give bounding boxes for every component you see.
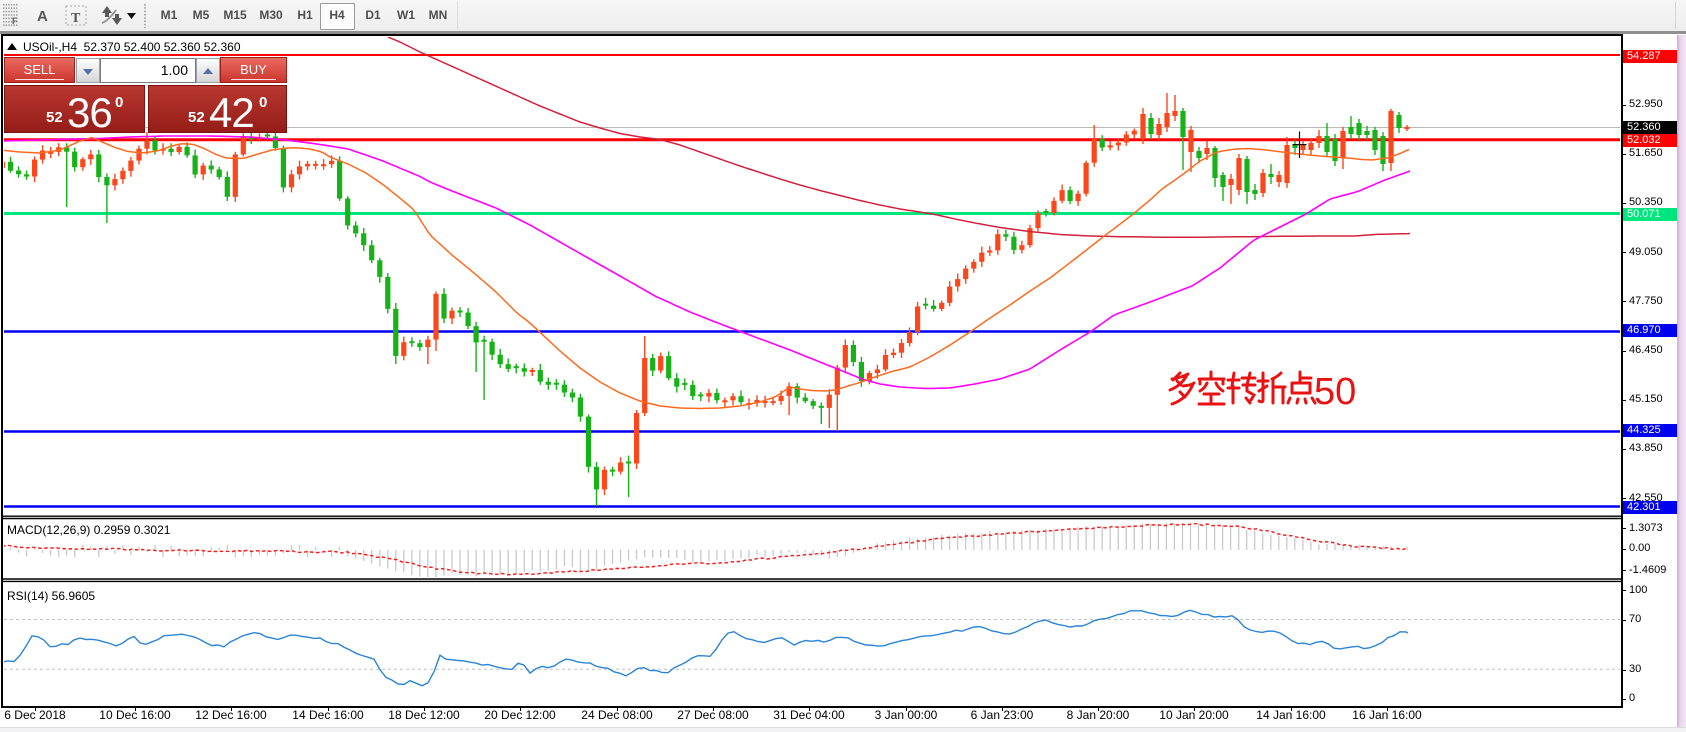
svg-text:F: F (12, 16, 18, 26)
svg-text:T: T (71, 11, 81, 26)
svg-text:A: A (37, 8, 48, 25)
svg-text:50: 50 (1314, 371, 1356, 413)
